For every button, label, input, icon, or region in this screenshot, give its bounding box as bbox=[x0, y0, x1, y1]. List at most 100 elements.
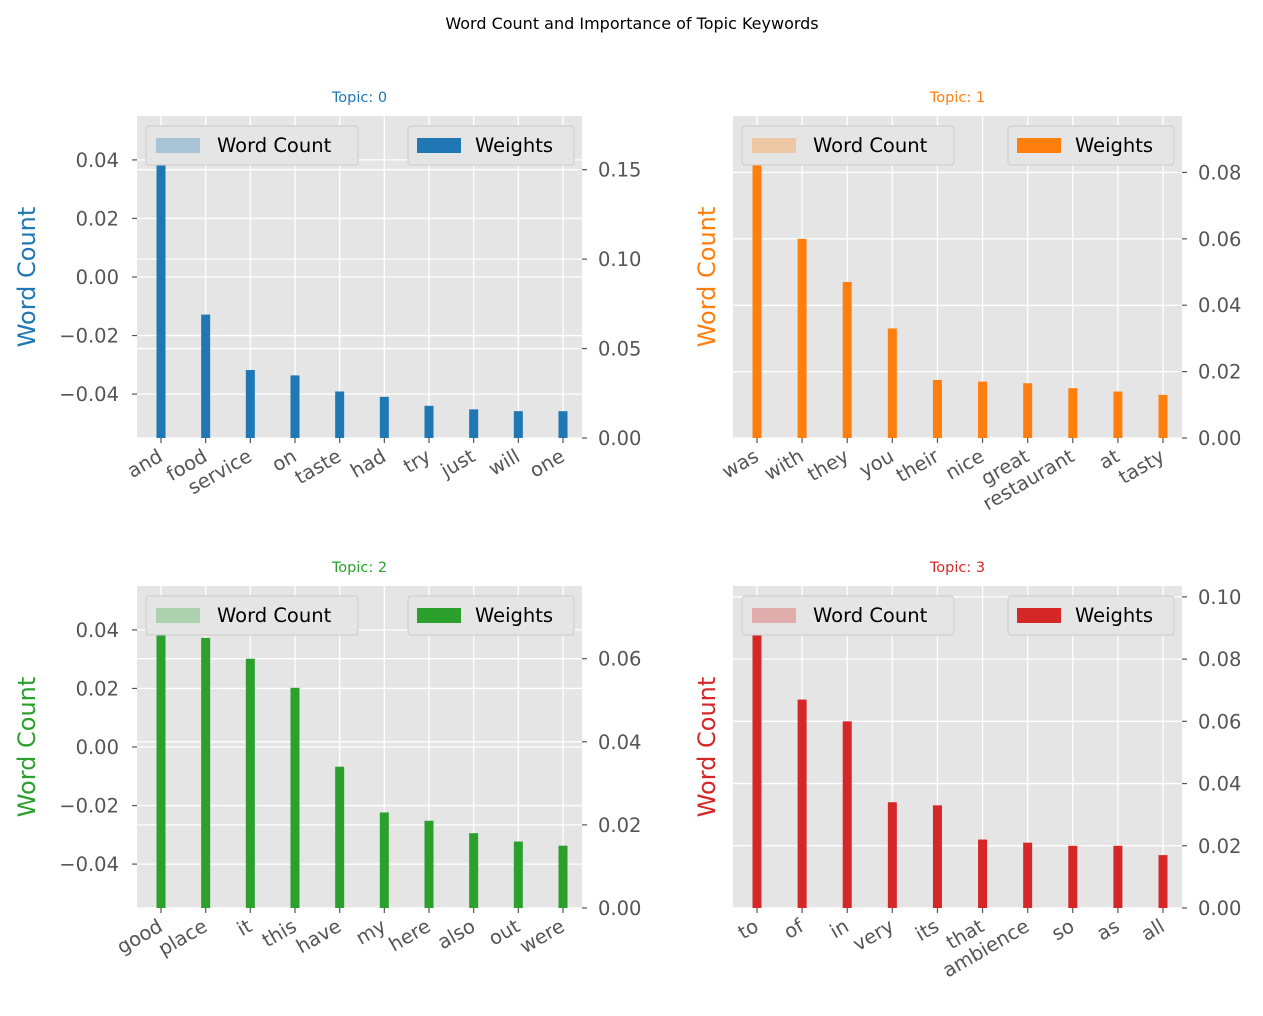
bar-weight-very bbox=[887, 802, 897, 908]
legend-label-weights: Weights bbox=[1075, 134, 1153, 157]
subplot-title: Topic: 2 bbox=[331, 560, 387, 576]
legend-box bbox=[741, 125, 955, 166]
y-right-tick-label: 0.00 bbox=[598, 427, 641, 450]
y-right-tick-label: 0.04 bbox=[1198, 773, 1241, 796]
x-tick-label: to bbox=[734, 914, 762, 944]
x-tick-label: here bbox=[385, 914, 435, 956]
y-right-tick-label: 0.10 bbox=[1198, 586, 1241, 609]
bar-weight-taste bbox=[335, 391, 345, 438]
bar-weight-tasty bbox=[1158, 394, 1168, 438]
bar-weight-will bbox=[513, 411, 523, 438]
y-right-tick-label: 0.02 bbox=[1198, 361, 1241, 384]
y-right-tick-label: 0.00 bbox=[1198, 427, 1241, 450]
y-right-tick-label: 0.00 bbox=[1198, 897, 1241, 920]
legend-box bbox=[741, 595, 955, 636]
y-right-tick-label: 0.08 bbox=[1198, 648, 1241, 671]
x-tick-label: will bbox=[484, 444, 523, 480]
x-tick-label: also bbox=[433, 914, 479, 954]
x-tick-label: place bbox=[154, 914, 211, 960]
legend-swatch-word-count bbox=[752, 138, 796, 153]
x-tick-label: with bbox=[760, 444, 807, 485]
legend-label-word-count: Word Count bbox=[217, 604, 332, 627]
x-tick-label: tasty bbox=[1115, 444, 1169, 488]
x-tick-label: so bbox=[1048, 914, 1079, 945]
bar-weight-its bbox=[932, 805, 942, 908]
x-tick-label: in bbox=[826, 914, 853, 943]
legend-box bbox=[145, 125, 359, 166]
bar-weight-on bbox=[290, 375, 300, 438]
y-left-tick-label: 0.02 bbox=[76, 207, 119, 230]
x-tick-label: out bbox=[485, 914, 524, 950]
legend-swatch-weights bbox=[417, 608, 461, 623]
legend-box bbox=[407, 125, 575, 166]
y-right-tick-label: 0.10 bbox=[598, 248, 641, 271]
y-left-tick-label: −0.04 bbox=[59, 853, 119, 876]
legend-label-word-count: Word Count bbox=[217, 134, 332, 157]
y-right-tick-label: 0.06 bbox=[598, 648, 641, 671]
legend-box bbox=[1007, 595, 1175, 636]
legend-word-count: Word Count bbox=[145, 125, 359, 166]
bar-weight-try bbox=[424, 405, 434, 438]
bar-weight-it bbox=[245, 658, 255, 908]
x-tick-label: and bbox=[123, 444, 166, 482]
subplot-title: Topic: 0 bbox=[331, 90, 387, 106]
figure-title: Word Count and Importance of Topic Keywo… bbox=[445, 14, 818, 33]
bar-weight-here bbox=[424, 820, 434, 908]
x-tick-label: as bbox=[1093, 914, 1124, 945]
bar-weight-in bbox=[842, 721, 852, 908]
plot-area bbox=[733, 586, 1182, 908]
y-right-tick-label: 0.06 bbox=[1198, 710, 1241, 733]
bar-weight-have bbox=[335, 766, 345, 908]
bar-weight-were bbox=[558, 845, 568, 908]
y-axis-label: Word Count bbox=[13, 207, 41, 348]
bar-weight-their bbox=[932, 379, 942, 438]
x-tick-label: one bbox=[526, 444, 569, 482]
bar-weight-out bbox=[513, 841, 523, 908]
bar-weight-also bbox=[469, 833, 479, 908]
y-right-tick-label: 0.02 bbox=[598, 814, 641, 837]
x-tick-label: they bbox=[804, 444, 853, 486]
legend-weights: Weights bbox=[1007, 595, 1175, 636]
bar-weight-to bbox=[752, 600, 762, 908]
x-tick-label: have bbox=[292, 914, 345, 958]
bar-weight-as bbox=[1113, 845, 1123, 908]
legend-swatch-weights bbox=[417, 138, 461, 153]
bar-weight-of bbox=[797, 699, 807, 908]
legend-word-count: Word Count bbox=[145, 595, 359, 636]
legend-word-count: Word Count bbox=[741, 125, 955, 166]
y-left-tick-label: −0.02 bbox=[59, 795, 119, 818]
x-tick-label: very bbox=[849, 914, 898, 955]
y-left-tick-label: −0.04 bbox=[59, 383, 119, 406]
y-right-tick-label: 0.05 bbox=[598, 338, 641, 361]
x-tick-label: just bbox=[436, 444, 479, 482]
x-tick-label: its bbox=[911, 914, 943, 946]
legend-swatch-weights bbox=[1017, 138, 1061, 153]
plot-area bbox=[733, 116, 1182, 438]
y-axis-label: Word Count bbox=[693, 677, 721, 818]
y-right-tick-label: 0.04 bbox=[598, 731, 641, 754]
legend-box bbox=[145, 595, 359, 636]
y-left-tick-label: 0.00 bbox=[76, 266, 119, 289]
legend-label-weights: Weights bbox=[475, 604, 553, 627]
x-tick-label: was bbox=[718, 444, 762, 483]
x-tick-label: all bbox=[1137, 914, 1168, 945]
legend-swatch-word-count bbox=[156, 138, 200, 153]
x-tick-label: were bbox=[516, 914, 569, 958]
y-axis-label: Word Count bbox=[13, 677, 41, 818]
legend-weights: Weights bbox=[407, 595, 575, 636]
bar-weight-place bbox=[201, 637, 211, 908]
bar-weight-that bbox=[978, 839, 988, 908]
x-tick-label: this bbox=[258, 914, 300, 952]
bar-weight-great bbox=[1023, 383, 1033, 438]
x-tick-label: taste bbox=[291, 444, 345, 489]
bar-weight-good bbox=[156, 600, 166, 908]
bar-weight-all bbox=[1158, 855, 1168, 908]
x-tick-label: try bbox=[399, 444, 434, 478]
x-tick-label: had bbox=[347, 444, 390, 482]
y-right-tick-label: 0.08 bbox=[1198, 161, 1241, 184]
legend-weights: Weights bbox=[1007, 125, 1175, 166]
bar-weight-was bbox=[752, 129, 762, 438]
